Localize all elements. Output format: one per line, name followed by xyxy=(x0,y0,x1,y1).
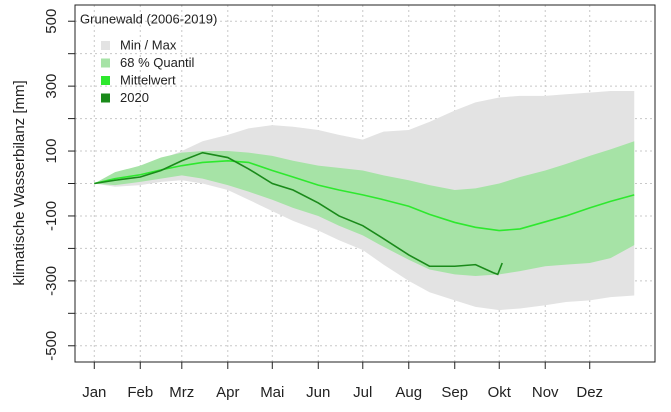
y-tick-label: -500 xyxy=(43,331,60,361)
x-tick-label: Dez xyxy=(576,384,603,401)
legend-swatch xyxy=(101,93,110,103)
line xyxy=(94,159,635,232)
legend-label: Mittelwert xyxy=(120,72,176,87)
x-tick-label: Sep xyxy=(441,384,468,401)
y-tick-label: -300 xyxy=(43,266,60,296)
x-tick-label: Mai xyxy=(260,384,284,401)
y-axis-label: klimatische Wasserbilanz [mm] xyxy=(11,80,28,285)
x-tick-label: Jul xyxy=(353,384,372,401)
x-tick-label: Feb xyxy=(127,384,153,401)
y-tick-label: 100 xyxy=(43,139,60,164)
x-tick-label: Nov xyxy=(532,384,559,401)
x-tick-label: Apr xyxy=(216,384,239,401)
legend-swatch xyxy=(101,76,110,85)
legend-swatch xyxy=(101,58,110,68)
x-tick-label: Okt xyxy=(488,384,512,401)
y-tick-label: -100 xyxy=(43,201,60,231)
x-tick-label: Jan xyxy=(82,384,106,401)
band xyxy=(94,141,635,276)
legend-label: Min / Max xyxy=(120,37,177,52)
line xyxy=(94,151,503,276)
x-tick-label: Mrz xyxy=(169,384,194,401)
legend-label: 2020 xyxy=(120,90,149,105)
x-tick-label: Jun xyxy=(306,384,330,401)
legend-label: 68 % Quantil xyxy=(120,55,195,70)
legend-title: Grunewald (2006-2019) xyxy=(80,11,217,26)
legend-swatch xyxy=(101,41,110,50)
y-tick-label: 300 xyxy=(43,74,60,99)
y-tick-label: 500 xyxy=(43,9,60,34)
x-tick-label: Aug xyxy=(395,384,422,401)
